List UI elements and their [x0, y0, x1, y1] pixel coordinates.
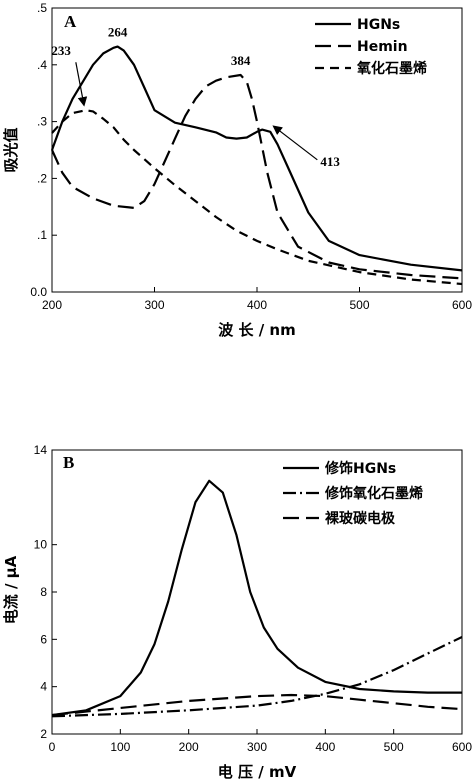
legend-entry: 氧化石墨烯: [356, 60, 427, 77]
panel-label: A: [64, 12, 77, 31]
y-tick-label: 14: [34, 443, 48, 457]
panel-label: B: [63, 453, 74, 472]
y-tick-label: .3: [37, 115, 47, 129]
y-tick-label: 10: [34, 538, 48, 552]
x-tick-label: 600: [452, 298, 472, 312]
x-tick-label: 400: [315, 740, 335, 754]
x-tick-label: 0: [49, 740, 56, 754]
x-axis-label: 波 长 / nm: [218, 321, 295, 339]
y-tick-label: 6: [40, 632, 47, 646]
x-tick-label: 600: [452, 740, 472, 754]
x-tick-label: 500: [384, 740, 404, 754]
chart-panel-B: 2 4 6 8 10 14 0 100 200 300 400 500 600 电 压 / mV 电流 / …: [2, 443, 472, 781]
legend-entry: Hemin: [357, 39, 408, 55]
y-tick-label: 2: [40, 727, 47, 741]
peak-annotation: 384: [231, 53, 251, 68]
series-line: [51, 479, 462, 717]
y-tick-label: 4: [40, 680, 47, 694]
series-line: [51, 109, 463, 286]
y-tick-label: 8: [40, 585, 47, 599]
legend-entry: 修饰氧化石墨烯: [324, 485, 423, 502]
x-tick-label: 300: [144, 298, 164, 312]
legend-entry: 修饰HGNs: [324, 460, 396, 477]
x-tick-label: 400: [247, 298, 267, 312]
series-line: [50, 45, 463, 272]
y-tick-label: .4: [37, 58, 47, 72]
x-tick-label: 500: [349, 298, 369, 312]
annotation-arrow: [272, 125, 318, 161]
y-axis-label: 电流 / μA: [2, 555, 20, 624]
series-line: [50, 73, 463, 280]
x-tick-label: 300: [247, 740, 267, 754]
x-tick-label: 100: [110, 740, 130, 754]
series-line: [51, 693, 463, 717]
peak-annotation: 264: [108, 25, 128, 40]
y-tick-label: .2: [37, 171, 47, 185]
y-tick-label: .1: [37, 228, 47, 242]
legend-entry: 裸玻碳电极: [325, 510, 396, 527]
y-axis-label: 吸光值: [2, 127, 20, 172]
y-tick-label: .5: [37, 1, 47, 15]
x-tick-label: 200: [179, 740, 199, 754]
chart-panel-A: 0.0 .1 .2 .3 .4 .5 200 300 400 500 600 波 长 / nm 吸光值 A…: [2, 1, 472, 339]
x-axis-label: 电 压 / mV: [218, 763, 297, 781]
legend-entry: HGNs: [357, 17, 400, 33]
y-tick-label: 0.0: [30, 285, 47, 299]
peak-annotation: 413: [320, 154, 340, 169]
annotation-arrow: [75, 62, 88, 107]
x-tick-label: 200: [42, 298, 62, 312]
peak-annotation: 233: [51, 43, 71, 58]
series-line: [51, 636, 463, 718]
